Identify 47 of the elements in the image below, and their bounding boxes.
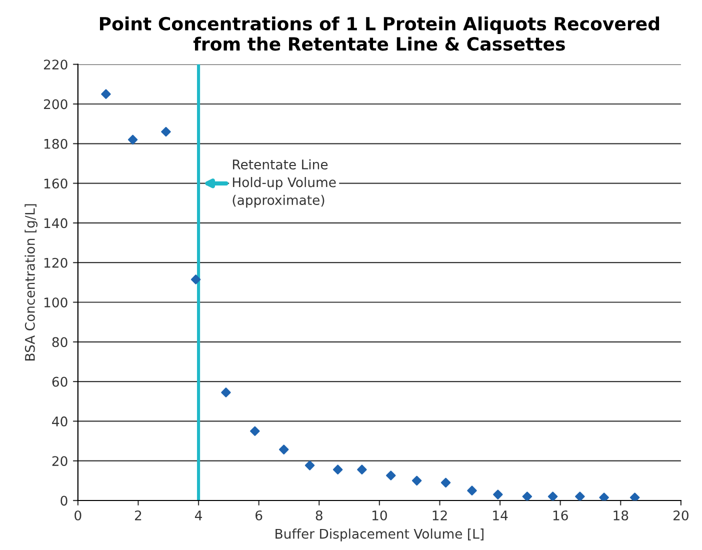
y-tick-label: 180	[44, 138, 68, 149]
x-tick-label: 10	[372, 510, 387, 520]
y-tick-label: 140	[44, 218, 68, 228]
point	[493, 490, 503, 500]
y-tick-label: 20	[52, 456, 68, 466]
x-tick-label: 20	[674, 510, 688, 520]
chart-title: Point Concentrations of 1 L Protein Aliquots Recovered from the Retentate Line & Cassettes	[100, 16, 660, 51]
x-tick-label: 8	[316, 510, 322, 520]
point	[630, 492, 640, 500]
y-axis-title: BSA Concentration [g/L]	[24, 204, 38, 360]
point	[221, 388, 231, 398]
point	[467, 486, 477, 496]
point	[161, 126, 171, 137]
point	[412, 476, 422, 486]
x-tick-label: 6	[256, 510, 262, 520]
point	[332, 464, 343, 474]
point	[575, 492, 585, 500]
x-tick-label: 0	[74, 510, 82, 520]
x-tick-label: 4	[194, 510, 202, 520]
point	[304, 460, 315, 470]
y-tick-label: 80	[52, 337, 68, 348]
y-tick-label: 0	[60, 496, 68, 506]
point	[278, 444, 289, 454]
x-tick-label: 18	[614, 510, 628, 520]
x-tick-label: 16	[553, 510, 568, 520]
point	[357, 464, 367, 474]
point	[101, 89, 111, 99]
point	[548, 492, 558, 500]
ref-line-label: Retentate Line Hold-up Volume (approximate)	[232, 159, 336, 208]
point	[522, 492, 532, 500]
y-tick-label: 100	[44, 297, 68, 308]
y-tick-label: 60	[52, 376, 68, 387]
y-tick-label: 160	[44, 178, 68, 188]
point	[440, 478, 451, 488]
point	[386, 470, 396, 480]
x-tick-label: 12	[432, 510, 447, 520]
x-axis-title: Buffer Displacement Volume [L]	[276, 528, 484, 542]
point	[128, 134, 138, 145]
x-tick-label: 2	[134, 510, 142, 520]
y-tick-label: 120	[44, 258, 68, 268]
x-tick-label: 14	[493, 510, 508, 520]
y-tick-label: 220	[44, 60, 68, 70]
point	[250, 426, 260, 436]
y-tick-label: 200	[44, 99, 68, 110]
y-tick-label: 40	[52, 416, 68, 426]
point	[599, 492, 609, 500]
point	[190, 274, 201, 284]
